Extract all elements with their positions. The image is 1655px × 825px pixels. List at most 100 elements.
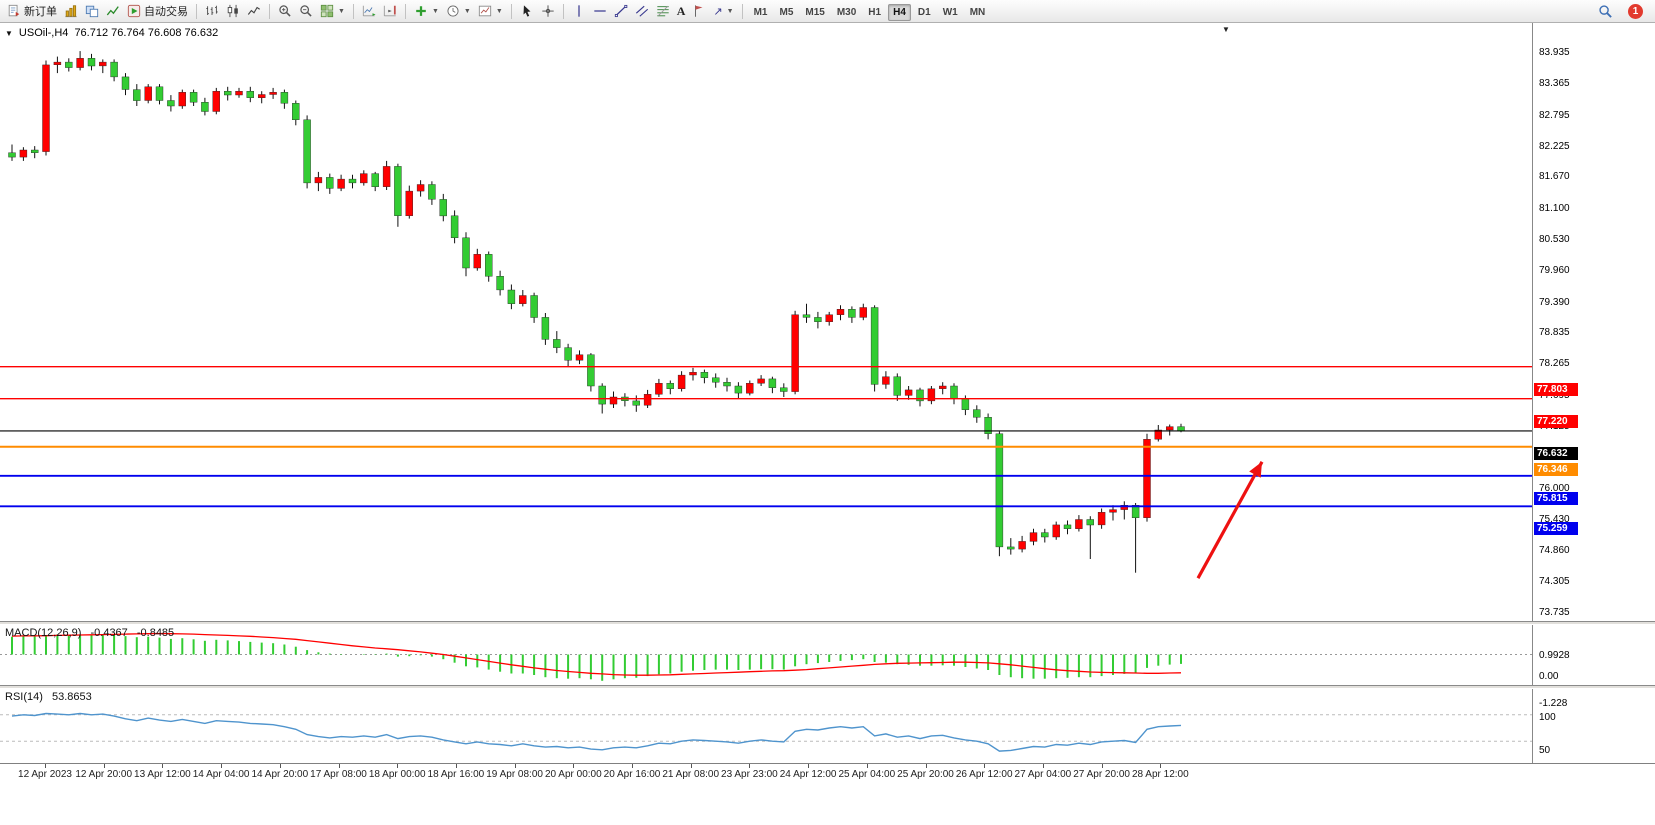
price-chart-panel[interactable]: ▼ USOil-,H4 76.712 76.764 76.608 76.632 … xyxy=(0,23,1532,621)
time-axis[interactable]: 12 Apr 2023 12 Apr 20:00 13 Apr 12:00 14 Ap… xyxy=(0,763,1655,825)
templates-button[interactable]: ▼ xyxy=(475,2,506,21)
chart-shift-button[interactable] xyxy=(380,2,400,21)
candle-up xyxy=(677,374,686,390)
chevron-down-icon: ▼ xyxy=(431,7,439,15)
candle-down xyxy=(564,347,572,361)
auto-trading-button[interactable]: 自动交易 xyxy=(124,2,191,21)
candle-up xyxy=(19,149,28,158)
candle-up xyxy=(1143,439,1151,518)
timeframe-w1-button[interactable]: W1 xyxy=(942,7,958,18)
time-axis-tick xyxy=(279,764,281,768)
chart-dropdown-icon[interactable]: ▼ xyxy=(5,28,13,38)
add-indicator-button[interactable]: ▼ xyxy=(411,2,442,21)
zoom-out-icon xyxy=(300,5,312,17)
price-axis-label: 79.960 xyxy=(1539,265,1570,277)
tile-windows-button[interactable]: ▼ xyxy=(317,2,348,21)
timeframe-d1-button[interactable]: D1 xyxy=(917,7,931,18)
trendline-button[interactable] xyxy=(611,2,631,21)
candlestick-chart xyxy=(0,51,1532,579)
macd-label: MACD(12,26,9) xyxy=(5,627,82,639)
market-watch-icon xyxy=(106,6,119,16)
auto-scroll-button[interactable] xyxy=(359,2,379,21)
panel-splitter[interactable] xyxy=(0,685,1655,689)
candle-up xyxy=(212,90,221,112)
candle-down xyxy=(632,400,640,406)
chart-shift-marker[interactable]: ▼ xyxy=(1222,25,1230,34)
text-button[interactable]: A xyxy=(674,2,689,21)
candle-up xyxy=(927,388,936,402)
horizontal-line-button[interactable] xyxy=(590,2,610,21)
candle-down xyxy=(450,215,459,239)
price-axis[interactable]: 83.935 83.365 82.795 82.225 81.670 81.100 80.5… xyxy=(1532,23,1655,825)
candle-down xyxy=(666,383,674,389)
trend-arrow-head xyxy=(1249,461,1262,478)
candle-down xyxy=(712,377,720,383)
macd-panel[interactable]: MACD(12,26,9) -0.4367 -0.8485 xyxy=(0,625,1532,685)
price-axis-label: 74.860 xyxy=(1539,545,1570,557)
time-axis-tick xyxy=(984,764,986,768)
time-axis-label: 17 Apr 08:00 xyxy=(310,769,367,780)
vertical-line-button[interactable] xyxy=(569,2,589,21)
price-axis-label: 83.935 xyxy=(1539,47,1570,58)
chart-ohlc-values: 76.712 76.764 76.608 76.632 xyxy=(74,27,219,39)
profiles-button[interactable] xyxy=(82,2,102,21)
toolbar-separator xyxy=(510,3,512,19)
candle-down xyxy=(802,314,811,318)
crosshair-button[interactable] xyxy=(538,2,558,21)
candle-down xyxy=(973,409,981,418)
candle-up xyxy=(859,307,867,318)
chart-shift-icon xyxy=(383,5,396,17)
new-order-button[interactable]: 新订单 xyxy=(4,2,60,21)
channel-button[interactable] xyxy=(632,2,652,21)
time-axis-label: 25 Apr 04:00 xyxy=(838,769,896,780)
candle-up xyxy=(643,394,652,406)
candle-down xyxy=(814,317,822,322)
trend-arrow[interactable] xyxy=(1196,461,1264,579)
candle-down xyxy=(587,354,595,387)
macd-chart xyxy=(0,632,1532,681)
new-order-icon xyxy=(8,4,20,17)
cursor-button[interactable] xyxy=(517,2,537,21)
macd-axis-label: 0.9928 xyxy=(1539,650,1570,661)
time-axis-label: 13 Apr 12:00 xyxy=(134,769,191,780)
timeframe-mn-button[interactable]: MN xyxy=(969,7,986,18)
notification-badge[interactable]: 1 xyxy=(1628,3,1643,19)
candle-down xyxy=(541,317,550,340)
cursor-icon xyxy=(523,5,531,17)
arrows-button[interactable]: ↗ ▼ xyxy=(710,2,736,21)
line-chart-mode-button[interactable] xyxy=(244,2,264,21)
periods-button[interactable]: ▼ xyxy=(443,2,474,21)
timeframe-h1-button[interactable]: H1 xyxy=(868,7,882,18)
candle-down xyxy=(734,385,743,394)
candle-up xyxy=(1097,512,1106,526)
price-axis-label: 81.670 xyxy=(1539,171,1570,183)
new-chart-button[interactable] xyxy=(61,2,81,21)
timeframe-m15-button[interactable]: M15 xyxy=(805,7,825,18)
candle-up xyxy=(757,378,765,384)
candle-up xyxy=(825,314,833,323)
market-watch-button[interactable] xyxy=(103,2,123,21)
clock-icon xyxy=(447,5,459,17)
toolbar-separator xyxy=(741,3,743,19)
candle-down xyxy=(780,387,788,392)
candle-up xyxy=(609,396,618,405)
timeframe-h4-button[interactable]: H4 xyxy=(888,4,911,21)
candle-up xyxy=(746,383,754,394)
candlestick-mode-button[interactable] xyxy=(223,2,243,21)
panel-splitter[interactable] xyxy=(0,621,1655,625)
rsi-panel[interactable]: RSI(14) 53.8653 xyxy=(0,689,1532,763)
timeframe-m5-button[interactable]: M5 xyxy=(779,7,794,18)
zoom-out-button[interactable] xyxy=(296,2,316,21)
chart-symbol-period: USOil-,H4 xyxy=(18,27,69,39)
timeframe-m30-button[interactable]: M30 xyxy=(836,7,857,18)
timeframe-m1-button[interactable]: M1 xyxy=(753,7,768,18)
candle-down xyxy=(428,184,436,200)
bar-chart-mode-button[interactable] xyxy=(202,2,222,21)
zoom-in-button[interactable] xyxy=(275,2,295,21)
fibonacci-button[interactable] xyxy=(653,2,673,21)
candle-down xyxy=(553,339,561,348)
search-button[interactable] xyxy=(1595,2,1616,21)
candle-up xyxy=(836,309,845,315)
candle-down xyxy=(916,389,924,402)
text-label-button[interactable] xyxy=(689,2,709,21)
